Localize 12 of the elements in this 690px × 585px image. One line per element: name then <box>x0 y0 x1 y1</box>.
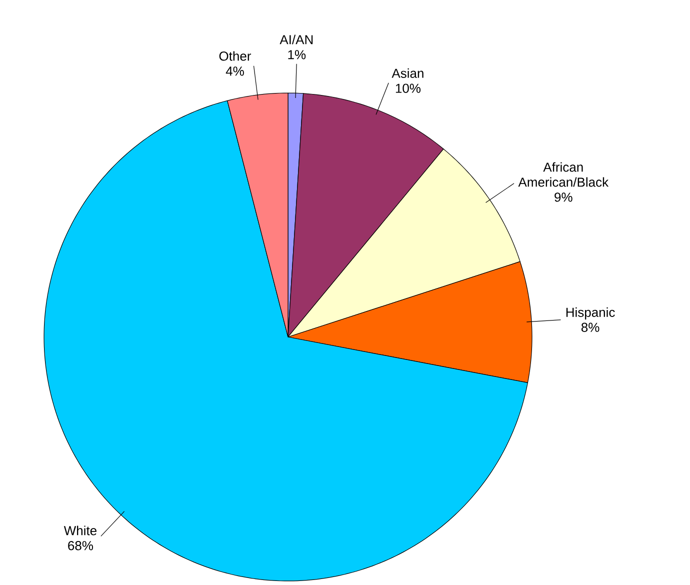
slice-label: White <box>64 526 96 536</box>
slice-label: AI/AN <box>280 34 313 44</box>
data-label: 1% <box>288 50 306 60</box>
data-label: 9% <box>554 192 572 202</box>
data-label: 68% <box>68 541 94 550</box>
slice-label: African American/Black <box>518 162 609 187</box>
data-label: 10% <box>396 84 421 93</box>
data-label: 4% <box>226 66 244 76</box>
slice-label: Asian <box>392 68 424 78</box>
slice-label: Hispanic <box>566 307 615 320</box>
data-label: 8% <box>581 322 600 332</box>
slice-label: Other <box>219 51 252 61</box>
